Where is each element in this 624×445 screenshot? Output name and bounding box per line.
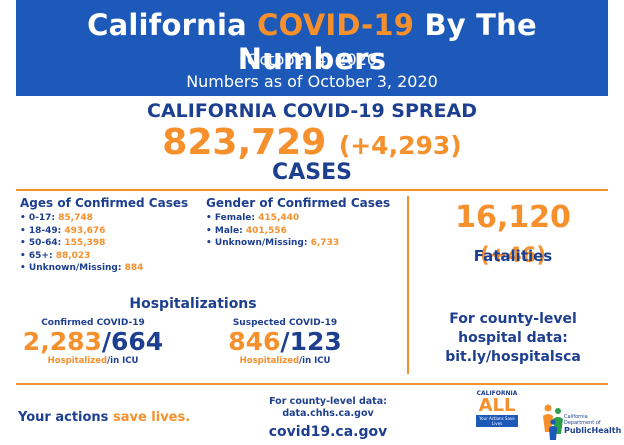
fatalities-total: 16,120 (+46) bbox=[455, 200, 571, 267]
gender-heading: Gender of Confirmed Cases bbox=[206, 196, 391, 210]
confirmed-label: Confirmed COVID-19 bbox=[41, 318, 145, 328]
hospitalizations-title: Hospitalizations bbox=[129, 296, 257, 312]
county-hospital-info: For county-level hospital data: bit.ly/h… bbox=[420, 310, 606, 367]
list-item: • Unknown/Missing: 884 bbox=[20, 263, 144, 273]
county-hospital-link[interactable]: bit.ly/hospitalsca bbox=[445, 349, 581, 365]
ages-heading: Ages of Confirmed Cases bbox=[20, 196, 189, 210]
list-item: • 0-17: 85,748 bbox=[20, 213, 93, 223]
confirmed-sublabel: Hospitalized/in ICU bbox=[47, 356, 139, 366]
list-item: • Male: 401,556 bbox=[206, 225, 287, 236]
confirmed-hosp-block: Confirmed COVID-19 2,283/664 Hospitalize… bbox=[18, 318, 168, 366]
cases-total: 823,729 (+4,293) bbox=[162, 122, 462, 163]
list-item: • 50-64: 155,398 bbox=[20, 238, 106, 248]
page-title: California COVID-19 By The Numbers bbox=[87, 8, 537, 76]
list-item: • 65+: 88,023 bbox=[20, 250, 91, 261]
ages-list: • 0-17: 85,748 • 18-49: 493,676 • 50-64:… bbox=[20, 212, 200, 275]
list-item: • 18-49: 493,676 bbox=[20, 225, 106, 236]
ages-section: Ages of Confirmed Cases • 0-17: 85,748 •… bbox=[20, 196, 200, 275]
county-hospital-line2: hospital data: bbox=[458, 330, 568, 346]
suspected-sublabel: Hospitalized/in ICU bbox=[239, 356, 331, 366]
list-item: • Unknown/Missing: 6,733 bbox=[206, 238, 340, 248]
california-for-all-logo: CALIFORNIA ALL Your Actions Save Lives bbox=[476, 390, 518, 427]
gender-section: Gender of Confirmed Cases • Female: 415,… bbox=[206, 196, 406, 250]
suspected-label: Suspected COVID-19 bbox=[232, 318, 338, 328]
header-banner: California COVID-19 By The Numbers Octob… bbox=[16, 0, 608, 96]
spread-title: CALIFORNIA COVID-19 SPREAD bbox=[147, 100, 477, 122]
county-data-label: For county-level data: bbox=[269, 396, 387, 407]
county-hospital-line1: For county-level bbox=[449, 311, 577, 327]
cases-label: CASES bbox=[272, 160, 352, 185]
county-data-info: For county-level data: data.chhs.ca.gov bbox=[248, 396, 408, 420]
report-date: October 4, 2020 bbox=[246, 50, 378, 69]
cdph-logo: California Department of PublicHealth bbox=[540, 400, 621, 442]
county-data-link[interactable]: data.chhs.ca.gov bbox=[282, 408, 374, 419]
suspected-hosp-block: Suspected COVID-19 846/123 Hospitalized/… bbox=[210, 318, 360, 366]
people-icon bbox=[543, 404, 563, 440]
actions-slogan: Your actions save lives. bbox=[18, 410, 191, 425]
gender-list: • Female: 415,440 • Male: 401,556 • Unkn… bbox=[206, 212, 406, 250]
suspected-counts: 846/123 bbox=[228, 327, 342, 356]
list-item: • Female: 415,440 bbox=[206, 213, 300, 223]
confirmed-counts: 2,283/664 bbox=[22, 327, 164, 356]
data-as-of: Numbers as of October 3, 2020 bbox=[186, 72, 438, 91]
fatalities-label: Fatalities bbox=[473, 247, 553, 265]
divider-top bbox=[16, 189, 608, 191]
divider-bottom bbox=[16, 383, 608, 385]
divider-vertical bbox=[407, 196, 409, 374]
website-link[interactable]: covid19.ca.gov bbox=[268, 424, 388, 440]
